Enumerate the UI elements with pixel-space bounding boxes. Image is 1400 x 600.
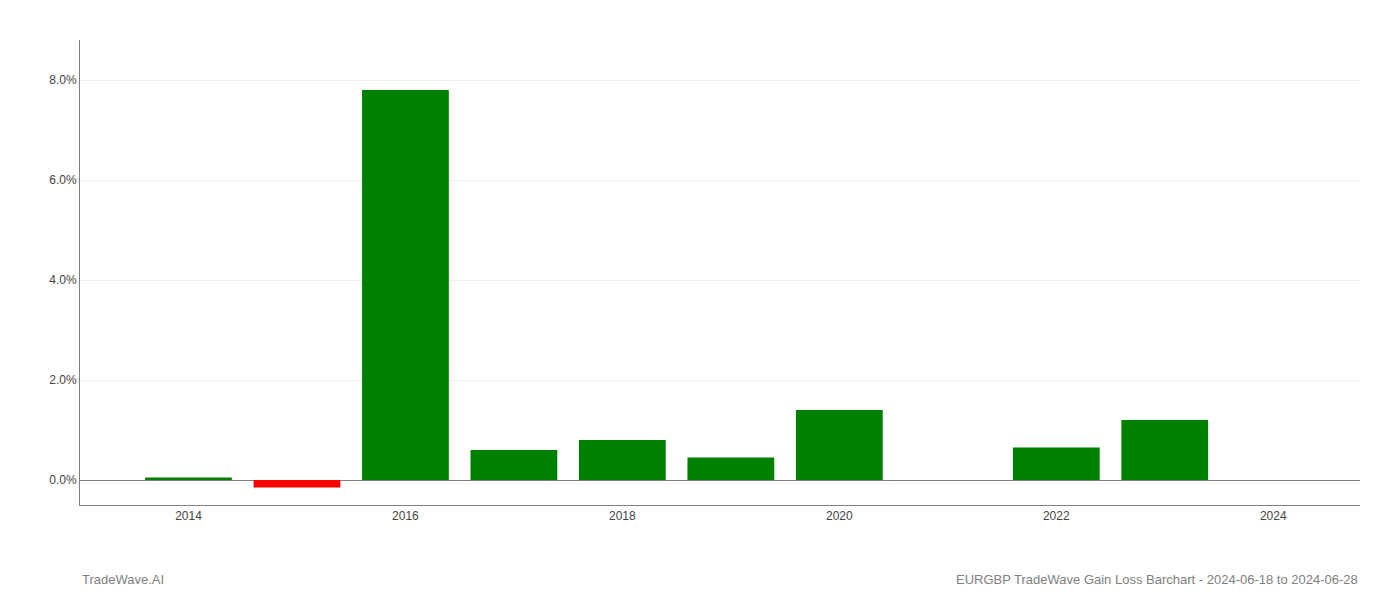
- svg-text:2024: 2024: [1260, 509, 1287, 523]
- svg-text:0.0%: 0.0%: [49, 473, 77, 487]
- svg-text:4.0%: 4.0%: [49, 273, 77, 287]
- svg-text:EURGBP TradeWave Gain Loss Bar: EURGBP TradeWave Gain Loss Barchart - 20…: [956, 572, 1358, 587]
- svg-text:2016: 2016: [392, 509, 419, 523]
- svg-text:2020: 2020: [826, 509, 853, 523]
- svg-text:2.0%: 2.0%: [49, 373, 77, 387]
- svg-text:2018: 2018: [609, 509, 636, 523]
- svg-text:6.0%: 6.0%: [49, 173, 77, 187]
- svg-text:8.0%: 8.0%: [49, 73, 77, 87]
- svg-text:2014: 2014: [175, 509, 202, 523]
- svg-text:TradeWave.AI: TradeWave.AI: [82, 572, 164, 587]
- svg-text:2022: 2022: [1043, 509, 1070, 523]
